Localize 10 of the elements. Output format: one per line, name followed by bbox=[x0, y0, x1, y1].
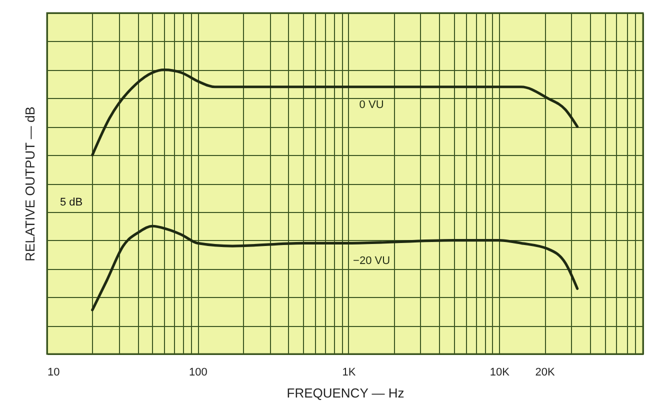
x-tick-label: 20K bbox=[535, 366, 556, 378]
series-label: −20 VU bbox=[353, 255, 390, 268]
x-tick-label: 10 bbox=[48, 366, 60, 378]
x-axis-title: FREQUENCY — Hz bbox=[286, 386, 404, 400]
y-axis-title: RELATIVE OUTPUT — dB bbox=[22, 106, 38, 262]
x-tick-label: 100 bbox=[189, 366, 208, 378]
annotation: 5 dB bbox=[60, 196, 83, 208]
x-tick-label: 10K bbox=[490, 366, 510, 378]
series-label: 0 VU bbox=[359, 98, 384, 111]
x-tick-label: 1K bbox=[342, 366, 356, 378]
